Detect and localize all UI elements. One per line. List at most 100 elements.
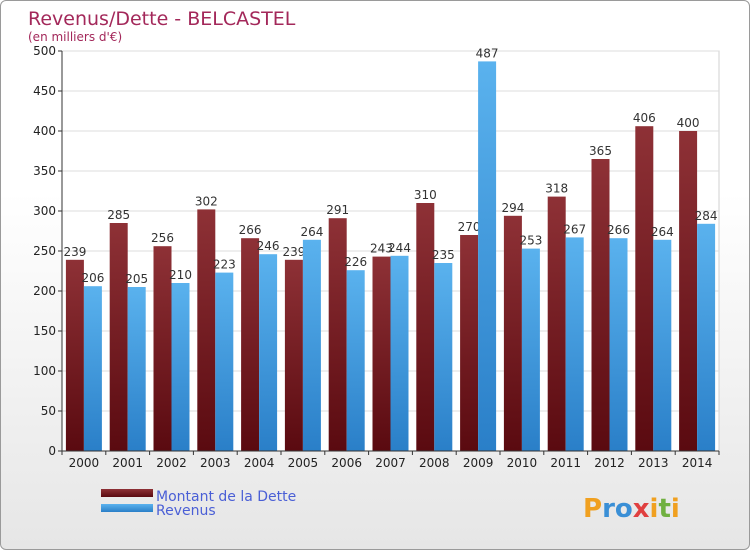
bar-dette-2013 (635, 126, 654, 451)
data-label: 266 (239, 223, 262, 237)
x-tick-label: 2002 (156, 456, 187, 470)
bar-revenus-2006 (346, 270, 365, 451)
legend-swatch-debt (101, 489, 153, 497)
chart-title: Revenus/Dette - BELCASTEL (28, 8, 296, 30)
data-label: 223 (213, 258, 236, 272)
data-label: 294 (501, 201, 524, 215)
data-label: 406 (633, 111, 656, 125)
bar-dette-2014 (679, 131, 698, 451)
bar-dette-2012 (591, 159, 610, 451)
y-tick-label: 250 (33, 244, 56, 258)
bar-revenus-2012 (609, 238, 628, 451)
bar-dette-2006 (328, 218, 347, 451)
data-label: 310 (414, 188, 437, 202)
data-label: 256 (151, 231, 174, 245)
x-tick-label: 2011 (550, 456, 581, 470)
logo-letter: P (583, 494, 602, 524)
data-label: 284 (695, 209, 718, 223)
logo-letter: r (602, 494, 615, 524)
y-tick-label: 150 (33, 324, 56, 338)
bar-dette-2000 (65, 259, 84, 451)
data-label: 270 (458, 220, 481, 234)
bar-revenus-2000 (83, 286, 102, 451)
y-tick-label: 0 (48, 444, 56, 458)
y-tick-label: 450 (33, 84, 56, 98)
data-label: 285 (107, 208, 130, 222)
bar-dette-2003 (197, 209, 216, 451)
x-tick-label: 2004 (244, 456, 275, 470)
bar-dette-2001 (109, 223, 128, 451)
bar-revenus-2008 (434, 263, 453, 451)
data-label: 246 (257, 239, 280, 253)
bar-revenus-2013 (653, 239, 672, 451)
chart-subtitle: (en milliers d'€) (28, 30, 122, 44)
data-label: 266 (607, 223, 630, 237)
y-tick-label: 350 (33, 164, 56, 178)
bar-dette-2008 (416, 203, 435, 451)
x-tick-label: 2010 (507, 456, 538, 470)
data-label: 226 (344, 255, 367, 269)
logo-letter: i (671, 494, 680, 524)
x-tick-label: 2007 (375, 456, 406, 470)
bar-revenus-2002 (171, 283, 190, 451)
x-tick-label: 2012 (594, 456, 625, 470)
legend-label-debt: Montant de la Dette (156, 489, 296, 505)
data-label: 243 (370, 242, 393, 256)
legend-swatch-revenus (101, 504, 153, 512)
bar-revenus-2007 (390, 255, 409, 451)
bar-dette-2004 (241, 238, 260, 451)
y-tick-label: 200 (33, 284, 56, 298)
bar-revenus-2010 (521, 248, 540, 451)
data-label: 400 (677, 116, 700, 130)
bar-dette-2010 (503, 215, 522, 451)
y-tick-label: 400 (33, 124, 56, 138)
logo-letter: t (658, 494, 670, 524)
x-tick-label: 2005 (288, 456, 319, 470)
data-label: 302 (195, 194, 218, 208)
data-label: 235 (432, 248, 455, 262)
bar-revenus-2014 (697, 223, 716, 451)
bar-dette-2009 (460, 235, 479, 451)
data-label: 206 (81, 271, 104, 285)
data-label: 239 (63, 245, 86, 259)
data-label: 244 (388, 241, 411, 255)
legend: Montant de la Dette Revenus (101, 489, 296, 519)
bar-revenus-2005 (302, 239, 321, 451)
bar-revenus-2011 (565, 237, 584, 451)
y-tick-label: 300 (33, 204, 56, 218)
bar-revenus-2003 (215, 272, 234, 451)
bar-dette-2007 (372, 256, 391, 451)
data-label: 264 (651, 225, 674, 239)
x-tick-label: 2000 (69, 456, 100, 470)
bar-dette-2011 (547, 196, 566, 451)
x-tick-label: 2009 (463, 456, 494, 470)
y-tick-label: 100 (33, 364, 56, 378)
x-tick-label: 2014 (682, 456, 713, 470)
bar-dette-2005 (284, 259, 303, 451)
data-label: 253 (519, 234, 542, 248)
bar-revenus-2004 (259, 254, 278, 451)
axis-layer: 0 50 100 150 200 250 300 350 400 450 500 2000 2001 20… (33, 44, 720, 470)
x-tick-label: 2006 (331, 456, 362, 470)
y-tick-label: 500 (33, 44, 56, 58)
data-label: 210 (169, 268, 192, 282)
x-tick-label: 2013 (638, 456, 669, 470)
legend-label-revenus: Revenus (156, 503, 216, 519)
data-label: 205 (125, 272, 148, 286)
bar-dette-2002 (153, 246, 172, 451)
bar-revenus-2001 (127, 287, 146, 451)
logo-letter: o (615, 494, 633, 524)
data-label: 239 (282, 245, 305, 259)
data-label: 291 (326, 203, 349, 217)
data-label: 365 (589, 144, 612, 158)
logo-letter: i (650, 494, 659, 524)
y-tick-label: 50 (41, 404, 56, 418)
proxiti-logo: Proxiti (583, 494, 680, 524)
x-tick-label: 2003 (200, 456, 231, 470)
bar-revenus-2009 (478, 61, 497, 452)
x-tick-label: 2001 (112, 456, 143, 470)
data-label: 487 (476, 46, 499, 60)
data-label: 267 (563, 222, 586, 236)
